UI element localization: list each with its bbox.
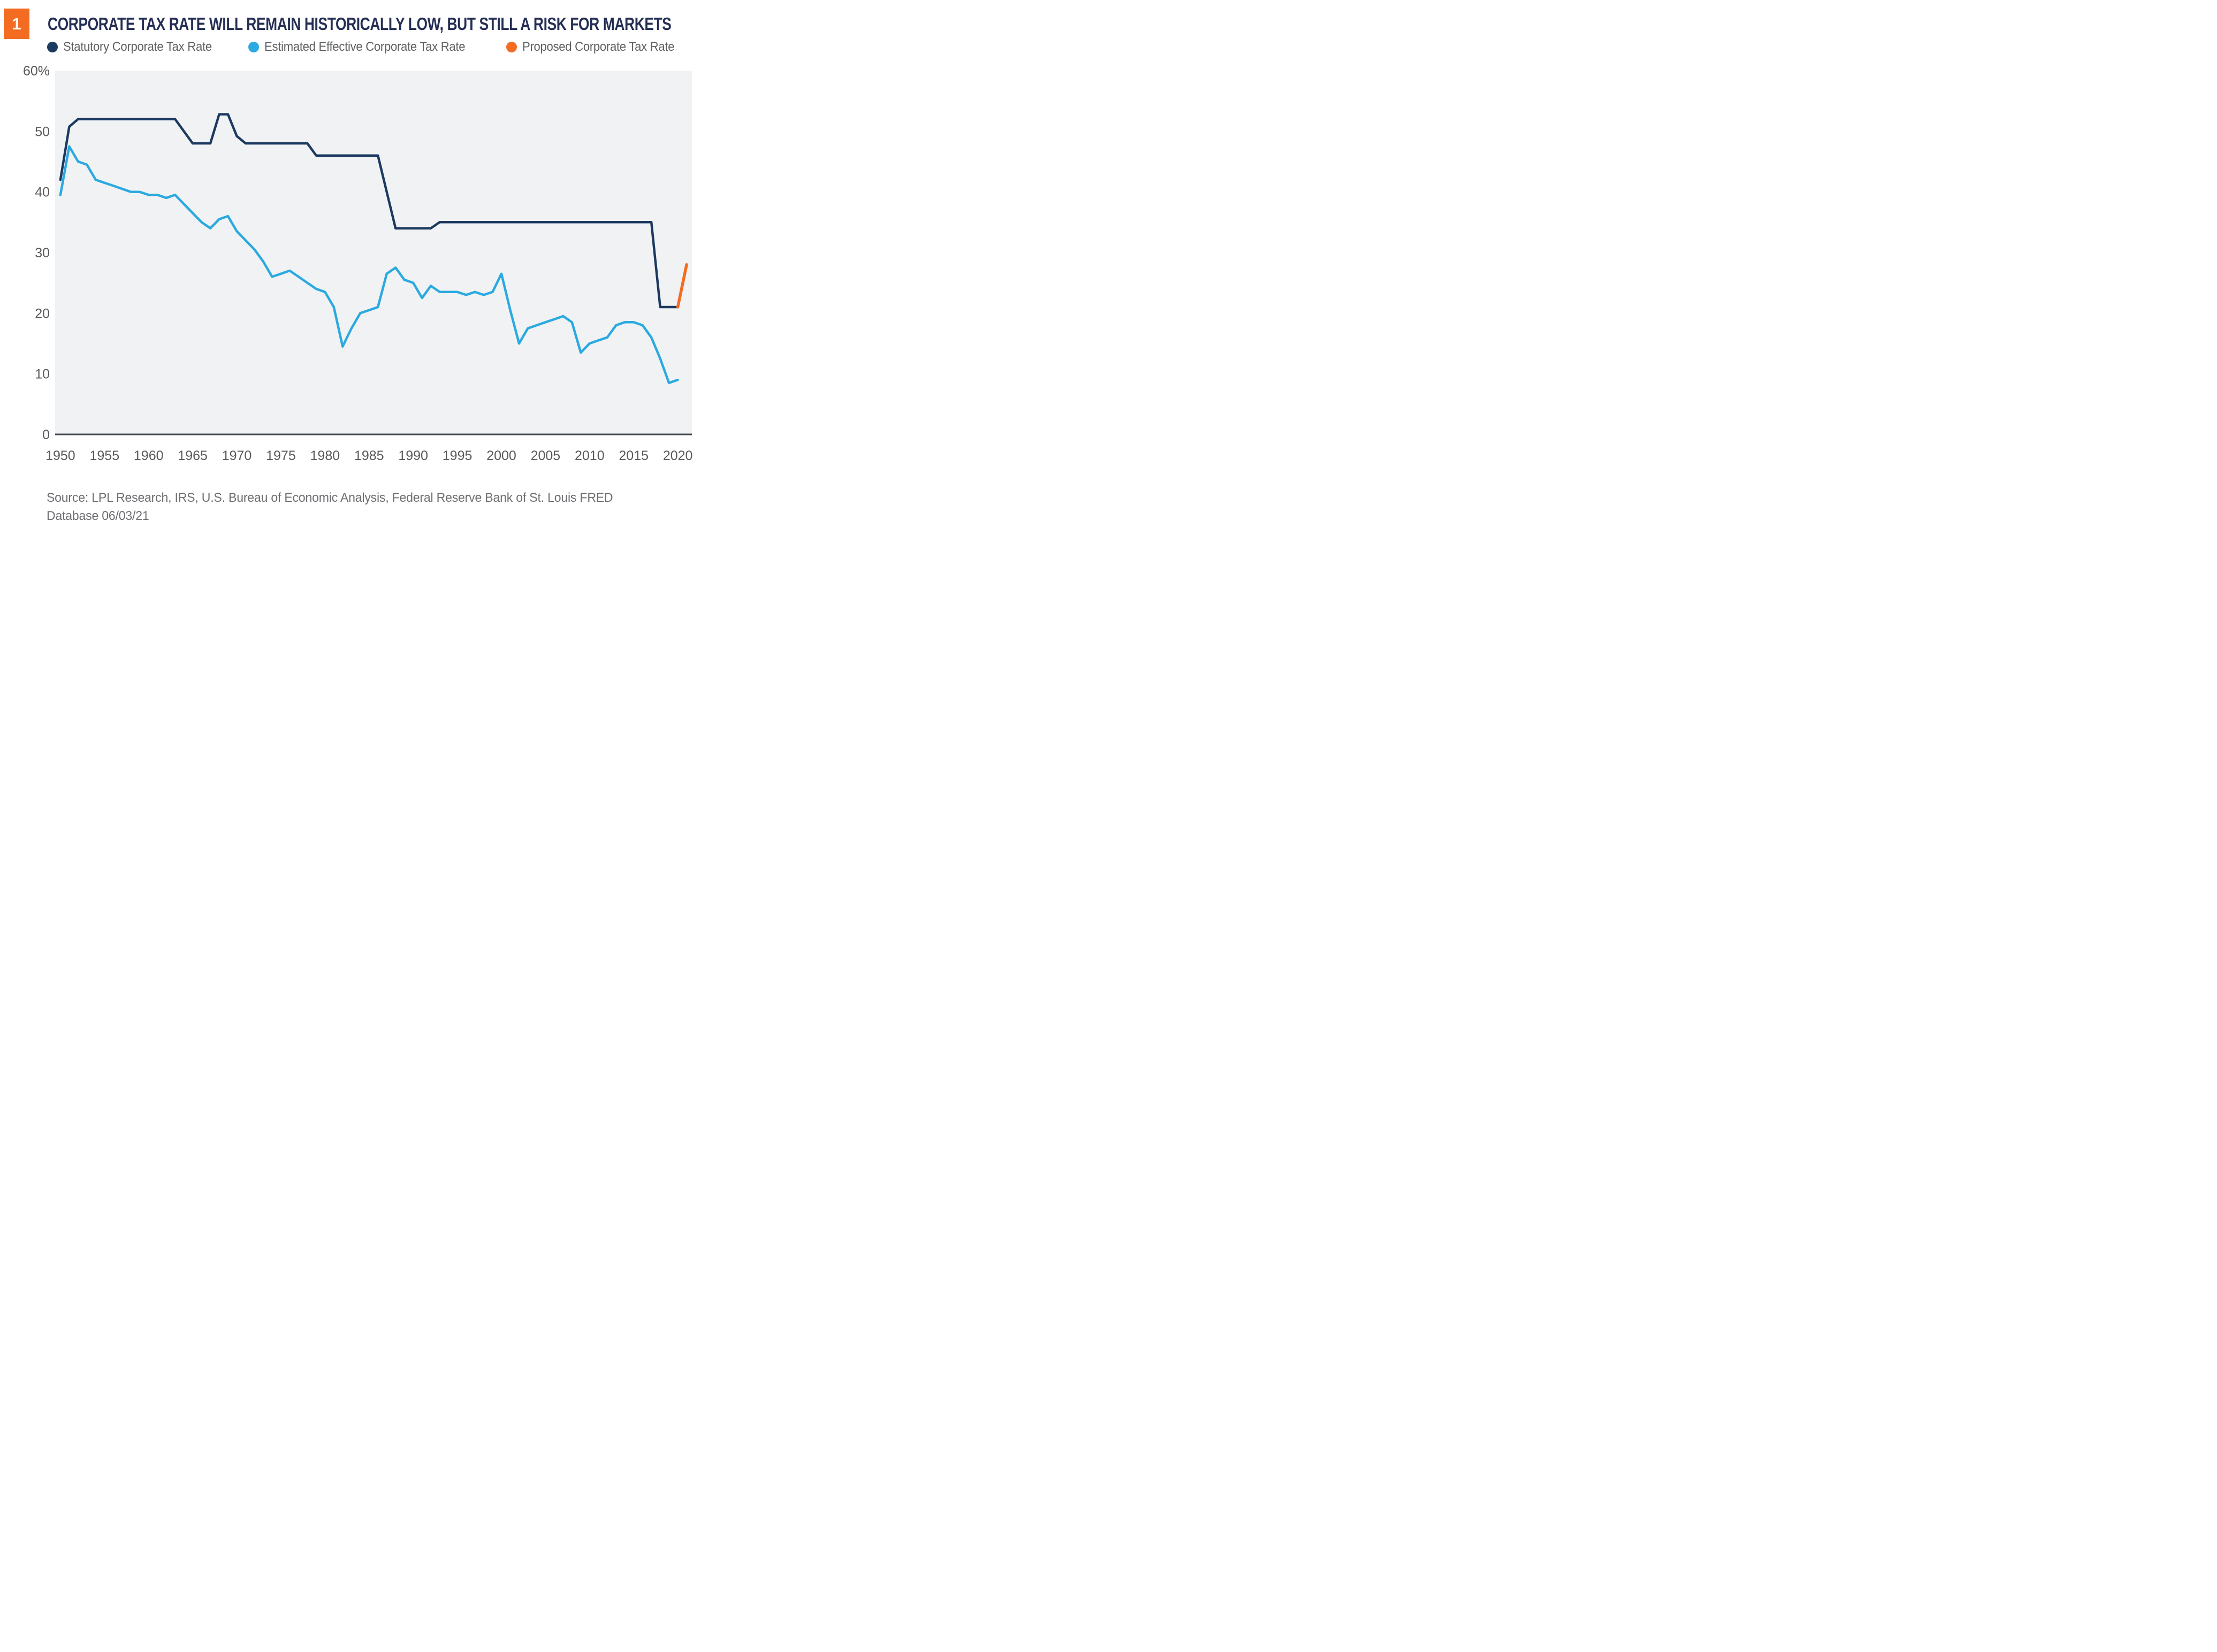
x-tick-label: 1985 [354, 448, 384, 463]
legend-label-effective: Estimated Effective Corporate Tax Rate [264, 40, 466, 54]
x-tick-label: 1955 [89, 448, 119, 463]
x-tick-label: 2015 [619, 448, 649, 463]
plot-area [55, 71, 692, 434]
chart: 0 10 20 30 40 50 60% 1950 1955 1960 1965 1970 1975 19… [0, 59, 739, 481]
source-line-2: Database 06/03/21 [47, 509, 149, 523]
legend-item-proposed: Proposed Corporate Tax Rate [506, 40, 688, 55]
chart-svg: 0 10 20 30 40 50 60% 1950 1955 1960 1965 1970 1975 19… [23, 64, 693, 463]
x-tick-label: 1960 [134, 448, 164, 463]
x-tick-label: 1950 [45, 448, 75, 463]
legend-item-effective: Estimated Effective Corporate Tax Rate [248, 40, 483, 55]
chart-title: CORPORATE TAX RATE WILL REMAIN HISTORICA… [48, 14, 672, 34]
x-tick-label: 1975 [266, 448, 296, 463]
source-line-1: Source: LPL Research, IRS, U.S. Bureau o… [47, 491, 613, 505]
line-proposed-corporate-tax-rate [676, 263, 688, 309]
legend-label-proposed: Proposed Corporate Tax Rate [522, 40, 675, 54]
y-tick-label: 40 [35, 185, 50, 200]
source-note: Source: LPL Research, IRS, U.S. Bureau o… [47, 489, 668, 525]
x-tick-label: 1970 [222, 448, 252, 463]
figure-number: 1 [12, 14, 21, 33]
statutory-legend-dot-icon [47, 42, 58, 52]
x-tick-label: 2000 [486, 448, 516, 463]
x-tick-label: 2020 [663, 448, 693, 463]
legend-label-statutory: Statutory Corporate Tax Rate [63, 40, 212, 54]
y-tick-label: 50 [35, 124, 50, 139]
y-tick-label: 0 [42, 427, 50, 442]
x-tick-label: 1995 [443, 448, 473, 463]
x-tick-label: 1980 [310, 448, 340, 463]
y-tick-label: 10 [35, 367, 50, 382]
x-tick-label: 2010 [575, 448, 605, 463]
line-estimated-effective-corporate-tax-rate [59, 145, 679, 384]
y-tick-label: 60% [23, 64, 50, 79]
page: 1 CORPORATE TAX RATE WILL REMAIN HISTORI… [0, 0, 739, 550]
x-tick-label: 1990 [398, 448, 428, 463]
legend-item-statutory: Statutory Corporate Tax Rate [47, 40, 225, 55]
effective-legend-dot-icon [248, 42, 259, 52]
x-tick-label: 1965 [178, 448, 208, 463]
legend: Statutory Corporate Tax Rate Estimated E… [47, 40, 688, 55]
figure-number-badge: 1 [4, 9, 29, 39]
y-tick-label: 20 [35, 306, 50, 321]
y-tick-label: 30 [35, 246, 50, 261]
x-tick-label: 2005 [531, 448, 561, 463]
line-statutory-corporate-tax-rate [59, 113, 679, 309]
proposed-legend-dot-icon [506, 42, 517, 52]
